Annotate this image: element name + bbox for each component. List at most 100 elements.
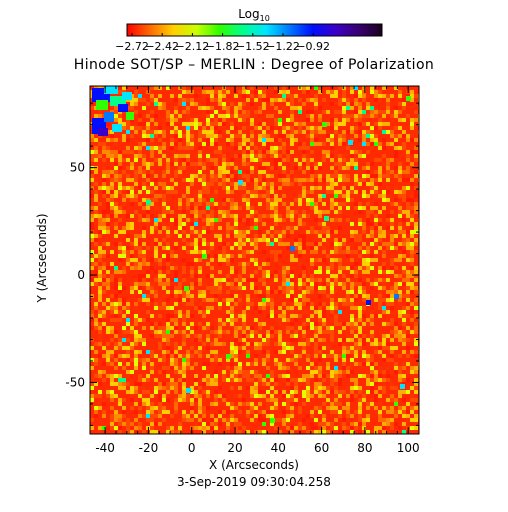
heatmap-cell (246, 98, 250, 102)
heatmap-cell (182, 374, 186, 378)
heatmap-cell (210, 166, 214, 170)
heatmap-cell (362, 206, 366, 210)
heatmap-cell (326, 430, 330, 434)
heatmap-cell (398, 426, 402, 430)
heatmap-cell (398, 126, 402, 130)
heatmap-cell (206, 118, 210, 122)
heatmap-cell (346, 146, 350, 150)
heatmap-cell (106, 326, 110, 330)
heatmap-cell (178, 218, 182, 222)
heatmap-cell (350, 250, 354, 254)
heatmap-cell (330, 166, 334, 170)
heatmap-cell (138, 318, 142, 322)
heatmap-cell (258, 230, 262, 234)
heatmap-cell (118, 398, 122, 402)
heatmap-cell (362, 282, 366, 286)
heatmap-cell (118, 378, 122, 382)
heatmap-cell (370, 362, 374, 366)
heatmap-cell (154, 294, 158, 298)
heatmap-cell (334, 318, 338, 322)
heatmap-cell (394, 190, 398, 194)
heatmap-cell (394, 258, 398, 262)
heatmap-cell (302, 90, 306, 94)
heatmap-cell (386, 366, 390, 370)
heatmap-cell (218, 170, 222, 174)
heatmap-cell (178, 274, 182, 278)
heatmap-cell (162, 122, 166, 126)
heatmap-cell (94, 178, 98, 182)
heatmap-cell (190, 126, 194, 130)
heatmap-cell (366, 150, 370, 154)
heatmap-cell (374, 190, 378, 194)
heatmap-cell (182, 418, 186, 422)
heatmap-cell (142, 338, 146, 342)
heatmap-cell (342, 418, 346, 422)
heatmap-cell (370, 402, 374, 406)
heatmap-cell (318, 106, 322, 110)
heatmap-cell (110, 222, 114, 226)
heatmap-cell (386, 322, 390, 326)
heatmap-cell (374, 250, 378, 254)
heatmap-cell (198, 178, 202, 182)
heatmap-cell (382, 310, 386, 314)
heatmap-cell (90, 386, 94, 390)
heatmap-cell (134, 382, 138, 386)
heatmap-cell (270, 386, 274, 390)
heatmap-cell (306, 354, 310, 358)
heatmap-cell (406, 210, 410, 214)
heatmap-cell (230, 370, 234, 374)
heatmap-cell (150, 142, 154, 146)
heatmap-cell (182, 322, 186, 326)
heatmap-cell (146, 122, 150, 126)
heatmap-cell (174, 286, 178, 290)
heatmap-cell (178, 118, 182, 122)
heatmap-cell (254, 238, 258, 242)
heatmap-cell (374, 350, 378, 354)
heatmap-cell (222, 214, 226, 218)
heatmap-cell (90, 378, 94, 382)
heatmap-cell (206, 326, 210, 330)
heatmap-cell (282, 126, 286, 130)
heatmap-cell (398, 298, 402, 302)
heatmap-cell (194, 306, 198, 310)
heatmap-cell (218, 286, 222, 290)
heatmap-cell (410, 286, 414, 290)
heatmap-cell (314, 418, 318, 422)
heatmap-cell (294, 390, 298, 394)
heatmap-cell (174, 326, 178, 330)
heatmap-cell (326, 326, 330, 330)
heatmap-cell (134, 366, 138, 370)
heatmap-cell (194, 214, 198, 218)
heatmap-cell (314, 342, 318, 346)
heatmap-cell (186, 158, 190, 162)
heatmap-cell (134, 350, 138, 354)
heatmap-cell (166, 382, 170, 386)
heatmap-cell (130, 386, 134, 390)
heatmap-cell (306, 198, 310, 202)
heatmap-cell (266, 286, 270, 290)
heatmap-cell (206, 338, 210, 342)
heatmap-cell (218, 182, 222, 186)
heatmap-cell (250, 386, 254, 390)
heatmap-cell (94, 142, 98, 146)
heatmap-cell (346, 86, 350, 90)
heatmap-cell (302, 270, 306, 274)
heatmap-cell (182, 342, 186, 346)
heatmap-cell (230, 214, 234, 218)
heatmap-cell (254, 158, 258, 162)
heatmap-cell (338, 258, 342, 262)
heatmap-cell (126, 382, 130, 386)
heatmap-cell (402, 198, 406, 202)
heatmap-cell (110, 302, 114, 306)
heatmap-cell (138, 406, 142, 410)
heatmap-cell (254, 126, 258, 130)
heatmap-cell (90, 254, 94, 258)
heatmap-cell (262, 186, 266, 190)
heatmap-cell (234, 326, 238, 330)
heatmap-cell (258, 294, 262, 298)
heatmap-cell (154, 274, 158, 278)
heatmap-cell (98, 142, 102, 146)
heatmap-cell (282, 270, 286, 274)
heatmap-cell (166, 282, 170, 286)
heatmap-cell (406, 114, 410, 118)
